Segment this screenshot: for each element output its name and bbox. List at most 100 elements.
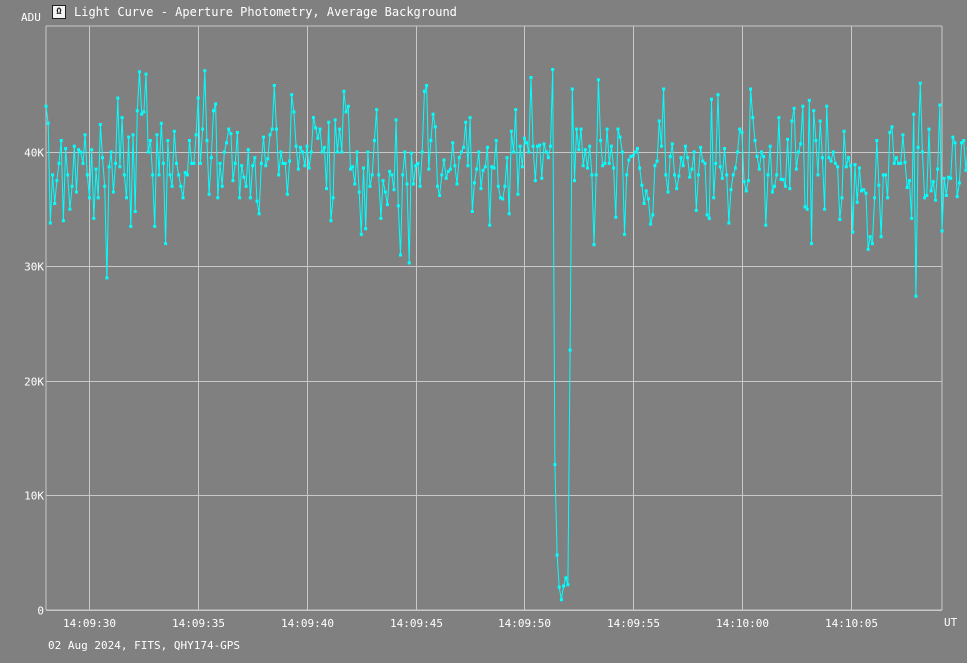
data-point	[842, 129, 846, 133]
data-point	[855, 200, 859, 204]
data-point	[74, 190, 78, 194]
data-point	[607, 161, 611, 165]
data-point	[359, 232, 363, 236]
data-point	[105, 276, 109, 280]
data-point	[107, 165, 111, 169]
data-point	[196, 96, 200, 100]
data-point	[836, 165, 840, 169]
data-point	[96, 196, 100, 200]
data-point	[327, 120, 331, 124]
data-point	[542, 142, 546, 146]
data-point	[438, 194, 442, 197]
data-point	[220, 184, 224, 188]
data-point	[625, 173, 629, 177]
data-point	[655, 159, 659, 163]
data-point	[731, 173, 735, 177]
data-point	[114, 161, 118, 165]
data-point	[285, 192, 289, 196]
data-point	[88, 196, 91, 200]
data-point	[183, 171, 187, 175]
data-point	[746, 179, 750, 183]
data-point	[201, 127, 205, 131]
y-axis-unit-label: ADU	[21, 11, 41, 24]
data-point	[962, 139, 966, 142]
data-point	[194, 133, 198, 137]
data-point	[825, 104, 829, 108]
data-point	[405, 182, 409, 186]
light-curve-app-icon[interactable]: Ω	[52, 5, 66, 19]
data-point	[903, 160, 907, 164]
data-point	[351, 165, 355, 169]
data-point	[281, 161, 285, 165]
data-point	[255, 199, 259, 203]
data-point	[599, 139, 603, 142]
data-point	[451, 141, 455, 145]
data-point	[51, 173, 54, 177]
data-point	[140, 112, 144, 116]
data-point	[240, 164, 244, 168]
data-point	[101, 156, 104, 160]
data-point	[412, 182, 415, 186]
data-point	[455, 182, 459, 186]
data-point	[740, 131, 744, 134]
data-point	[664, 173, 668, 177]
data-point	[151, 173, 155, 177]
data-point	[335, 150, 339, 154]
data-point	[779, 177, 783, 181]
data-point	[514, 108, 518, 112]
data-point	[346, 104, 350, 108]
data-point	[266, 157, 270, 161]
data-point	[446, 169, 450, 173]
data-point	[857, 166, 861, 170]
data-point	[181, 196, 185, 200]
data-point	[66, 173, 70, 177]
data-point	[829, 159, 833, 163]
data-point	[799, 142, 803, 146]
data-point	[951, 135, 955, 139]
x-tick-label: 14:09:40	[281, 617, 334, 630]
y-tick-label: 0	[37, 605, 44, 618]
data-point	[436, 184, 439, 188]
data-point	[673, 173, 676, 177]
data-point	[757, 167, 761, 171]
data-point	[638, 166, 642, 170]
data-point	[272, 84, 276, 87]
data-point	[668, 155, 672, 158]
data-point	[742, 180, 746, 184]
data-point	[609, 144, 613, 148]
data-point	[910, 216, 914, 220]
data-point	[44, 104, 48, 108]
data-point	[884, 173, 887, 177]
data-point	[122, 173, 126, 177]
data-point	[246, 148, 250, 152]
data-point	[623, 232, 626, 236]
data-point	[957, 181, 961, 185]
data-point	[675, 187, 679, 191]
data-point	[314, 126, 318, 130]
data-point	[596, 78, 600, 82]
data-point	[355, 150, 359, 154]
data-point	[457, 156, 461, 160]
data-point	[516, 192, 520, 196]
data-point	[905, 186, 909, 189]
data-point	[385, 203, 389, 207]
data-point	[592, 243, 596, 247]
data-point	[760, 150, 763, 154]
data-point	[155, 133, 159, 137]
data-point	[138, 70, 141, 74]
data-point	[716, 93, 720, 97]
data-point	[257, 212, 261, 216]
data-point	[133, 210, 137, 213]
data-point	[459, 150, 463, 154]
data-point	[233, 161, 237, 165]
data-point	[222, 150, 226, 154]
data-point	[899, 161, 903, 165]
data-point	[614, 215, 618, 219]
data-point	[955, 195, 959, 199]
data-point	[444, 176, 448, 180]
data-point	[390, 173, 394, 177]
data-point	[714, 161, 718, 165]
data-point	[603, 161, 607, 165]
data-point	[833, 161, 837, 165]
